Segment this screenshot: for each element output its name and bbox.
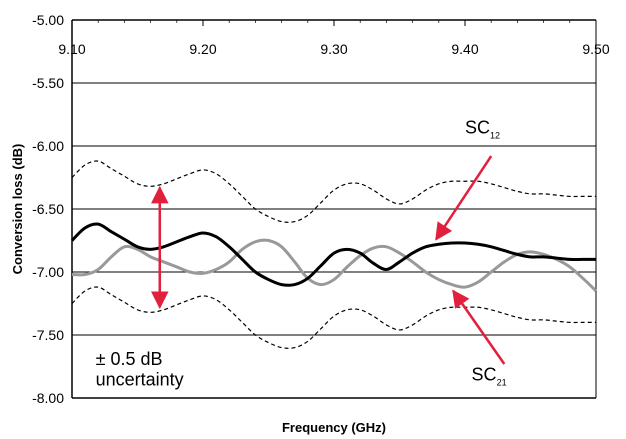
grid-lines: -5.00 -5.50 -6.00 -6.50 -7.00 -7.50 -8.00 9.10 9… [32, 12, 610, 406]
y-tick-label: -7.00 [32, 264, 64, 280]
x-tick-label: 9.40 [451, 41, 478, 57]
uncertainty-label-line2: uncertainty [96, 369, 184, 389]
sc12-pointer-arrow [435, 155, 493, 241]
x-tick-label: 9.10 [58, 41, 85, 57]
x-tick-label: 9.50 [582, 41, 609, 57]
uncertainty-label-line1: ± 0.5 dB [96, 349, 163, 369]
y-tick-label: -6.00 [32, 138, 64, 154]
y-tick-label: -7.50 [32, 327, 64, 343]
y-tick-label: -6.50 [32, 201, 64, 217]
y-tick-label: -5.50 [32, 75, 64, 91]
sc12-label: SC12 [465, 117, 500, 140]
series-line-sc21 [71, 238, 598, 292]
series-line-lower-uncertainty-bound [71, 286, 596, 349]
series-lines [70, 160, 598, 349]
series-line-upper-uncertainty-bound [71, 160, 596, 223]
sc21-label: SC21 [472, 364, 507, 387]
y-tick-label: -8.00 [32, 390, 64, 406]
x-tick-label: 9.30 [320, 41, 347, 57]
y-axis-title: Conversion loss (dB) [10, 144, 25, 275]
annotations: SC12 SC21 ± 0.5 dB uncertainty [96, 117, 507, 389]
y-tick-label: -5.00 [32, 12, 64, 28]
x-tick-label: 9.20 [189, 41, 216, 57]
series-line-sc12 [70, 222, 596, 287]
sc21-pointer-arrow [452, 289, 506, 365]
x-axis-title: Frequency (GHz) [282, 420, 386, 435]
